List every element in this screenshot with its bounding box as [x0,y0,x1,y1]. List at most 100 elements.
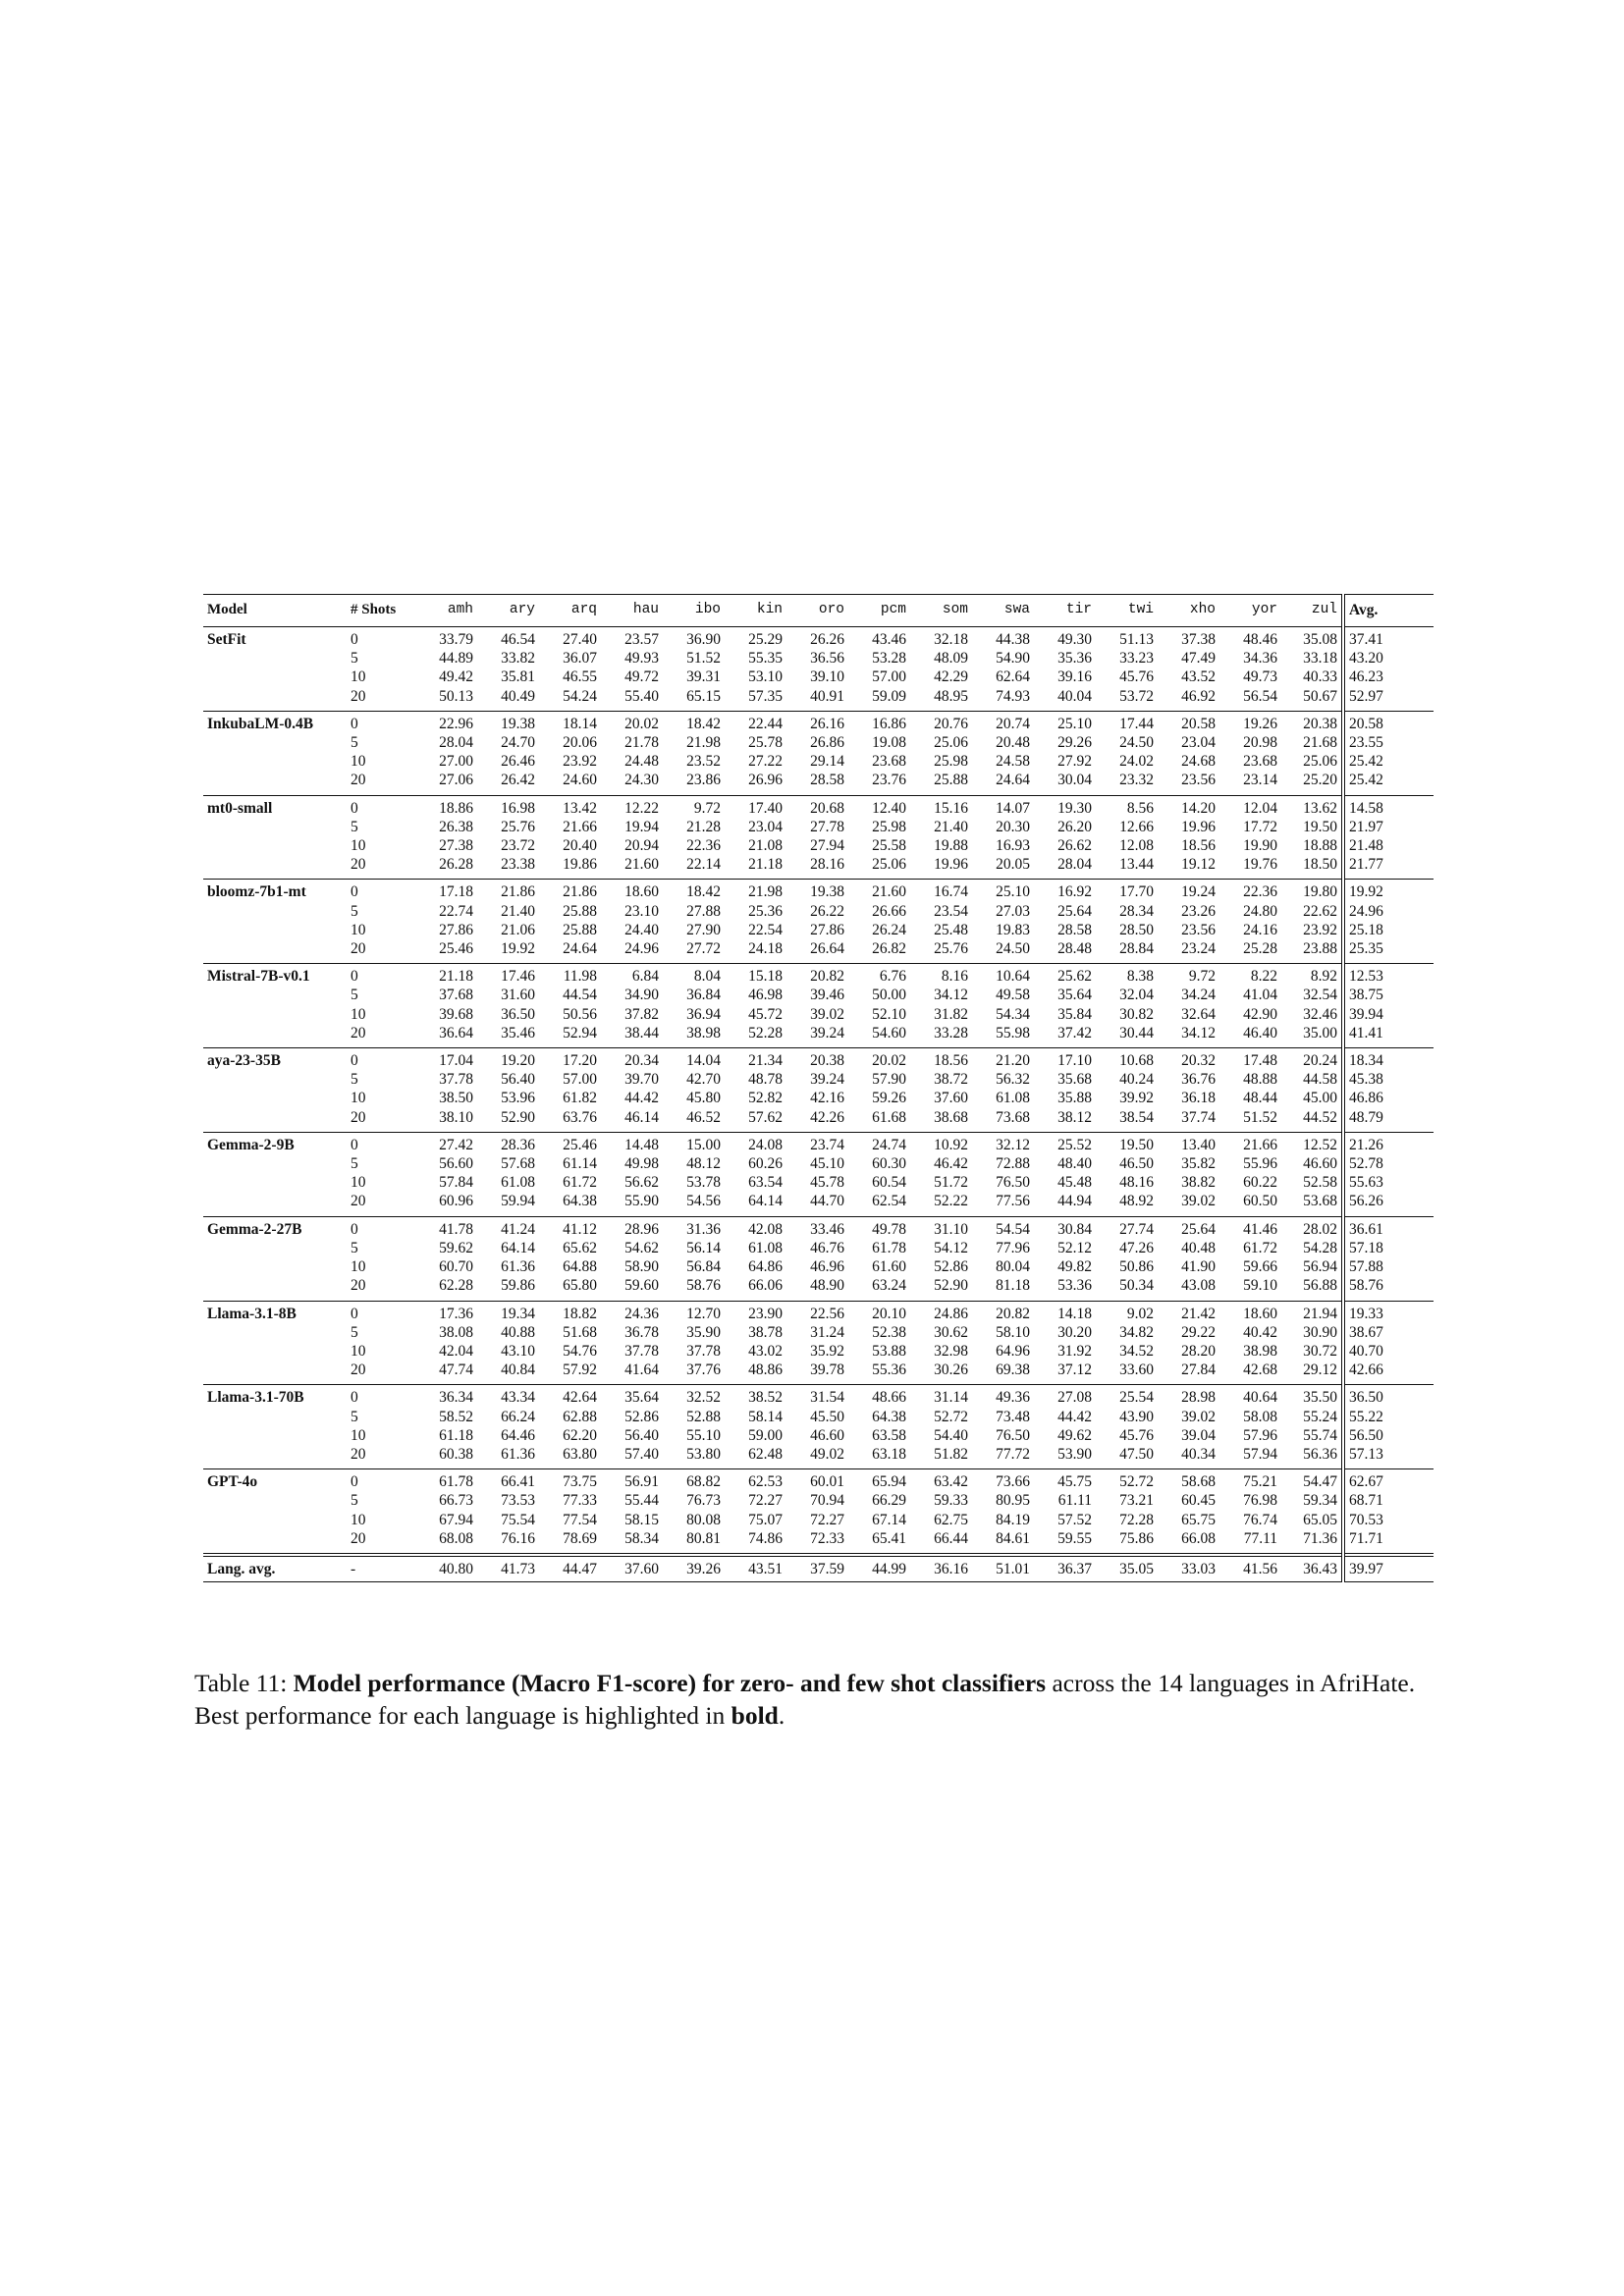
score-cell: 45.78 [810,1174,844,1192]
score-cell: 55.36 [848,1361,910,1386]
score-cell: 51.52 [1219,1107,1281,1133]
score-cell: 80.08 [686,1511,721,1528]
score-cell: 39.31 [686,668,721,686]
score-cell: 63.58 [872,1426,906,1444]
shots-cell: 20 [347,939,415,965]
header-lang-zul: zul [1281,594,1343,627]
score-cell: 20.10 [872,1305,906,1322]
table-row: 5 56.60 57.68 61.14 49.98 48.12 60.26 45.10 60.3… [203,1154,1434,1174]
score-cell: 60.30 [872,1155,906,1173]
score-cell: 26.64 [786,939,848,965]
score-cell: 60.01 [810,1473,844,1491]
score-cell: 24.68 [1181,753,1216,771]
model-name-empty [203,1528,347,1556]
table-row: 10 67.94 75.54 77.54 58.15 80.08 75.07 72.27 67.… [203,1510,1434,1529]
table-row: 5 66.73 73.53 77.33 55.44 76.73 72.27 70.94 66.2… [203,1491,1434,1511]
score-cell: 24.02 [1119,753,1154,771]
score-cell: 25.52 [1057,1136,1092,1153]
shots-cell: 10 [351,1005,366,1023]
table-row: InkubaLM-0.4B 0 22.96 19.38 18.14 20.02 18.42 2… [203,711,1434,734]
score-cell: 77.33 [563,1492,597,1510]
score-cell: 39.04 [1181,1426,1216,1444]
score-cell: 26.38 [439,818,473,835]
model-name-empty [203,1070,347,1089]
shots-cell: 0 [351,799,358,817]
score-cell: 38.54 [1096,1107,1158,1133]
score-cell: 77.54 [563,1511,597,1528]
score-cell: 25.46 [563,1136,597,1153]
avg-cell: 25.42 [1341,752,1434,772]
score-cell: 32.04 [1119,987,1154,1004]
avg-cell: 41.41 [1341,1023,1434,1049]
score-cell: 21.20 [996,1052,1030,1070]
score-cell: 41.46 [1243,1220,1277,1238]
score-cell: 28.58 [786,771,848,796]
table-row: 20 68.08 76.16 78.69 58.34 80.81 74.86 72.33 65.… [203,1528,1434,1556]
table-row: 10 42.04 43.10 54.76 37.78 37.78 43.02 35.92 53.… [203,1341,1434,1362]
score-cell: 38.78 [748,1323,783,1341]
table-row: 20 26.28 23.38 19.86 21.60 22.14 21.18 28.16 25.… [203,855,1434,881]
table-row: 20 50.13 40.49 54.24 55.40 65.15 57.35 40.91 59.… [203,686,1434,712]
model-name-empty [203,1323,347,1342]
score-cell: 39.02 [1158,1192,1219,1217]
lang-avg-cell: 43.51 [725,1552,786,1583]
table-row: aya-23-35B 0 17.04 19.20 17.20 20.34 14.04 21.3… [203,1047,1434,1071]
score-cell: 57.92 [539,1361,601,1386]
score-cell: 53.80 [663,1444,725,1470]
shots-cell: 5 [351,1323,358,1341]
score-cell: 17.70 [1119,883,1154,901]
score-cell: 64.14 [725,1192,786,1217]
score-cell: 23.68 [872,753,906,771]
score-cell: 17.10 [1057,1052,1092,1070]
table-row: 10 49.42 35.81 46.55 49.72 39.31 53.10 39.10 57.… [203,667,1434,687]
score-cell: 50.13 [415,686,477,712]
header-shots: # Shots [347,594,415,627]
score-cell: 73.75 [563,1473,597,1491]
shots-cell: 0 [351,1136,358,1153]
score-cell: 63.24 [848,1276,910,1302]
score-cell: 69.38 [972,1361,1034,1386]
score-cell: 30.20 [1057,1323,1092,1341]
score-cell: 14.18 [1057,1305,1092,1322]
model-name-empty [203,1276,347,1302]
score-cell: 12.08 [1119,837,1154,855]
shots-cell: 5 [351,902,358,920]
score-cell: 40.34 [1158,1444,1219,1470]
score-cell: 44.89 [439,650,473,667]
shots-cell: 5 [351,1239,358,1256]
model-name-empty [203,1426,347,1445]
model-name: bloomz-7b1-mt [207,883,306,901]
score-cell: 52.12 [1057,1239,1092,1256]
score-cell: 41.78 [439,1220,473,1238]
score-cell: 60.26 [748,1155,783,1173]
score-cell: 61.78 [872,1239,906,1256]
score-cell: 40.48 [1181,1239,1216,1256]
score-cell: 61.78 [439,1473,473,1491]
score-cell: 45.48 [1057,1174,1092,1192]
score-cell: 63.80 [539,1444,601,1470]
model-name-empty [203,1023,347,1049]
score-cell: 18.82 [563,1305,597,1322]
shots-cell: 20 [347,855,415,881]
model-name-empty [203,1257,347,1276]
score-cell: 14.07 [996,799,1030,817]
score-cell: 38.82 [1181,1174,1216,1192]
score-cell: 63.42 [934,1473,968,1491]
score-cell: 66.08 [1158,1528,1219,1556]
score-cell: 73.66 [996,1473,1030,1491]
score-cell: 50.34 [1096,1276,1158,1302]
score-cell: 21.78 [624,734,659,752]
header-avg: Avg. [1341,594,1434,627]
score-cell: 25.58 [872,837,906,855]
score-cell: 42.08 [748,1220,783,1238]
table-row: 10 38.50 53.96 61.82 44.42 45.80 52.82 42.16 59.… [203,1089,1434,1108]
score-cell: 8.56 [1126,799,1154,817]
score-cell: 26.26 [810,631,844,648]
header-row: Model # Shots amh ary arq hau ibo kin oro pcm so… [203,594,1434,627]
results-table-container: Model # Shots amh ary arq hau ibo kin oro pcm so… [203,594,1434,1583]
score-cell: 25.88 [563,902,597,920]
lang-avg-cell: 37.60 [601,1552,663,1583]
score-cell: 8.38 [1126,968,1154,986]
score-cell: 64.38 [539,1192,601,1217]
score-cell: 19.88 [934,837,968,855]
